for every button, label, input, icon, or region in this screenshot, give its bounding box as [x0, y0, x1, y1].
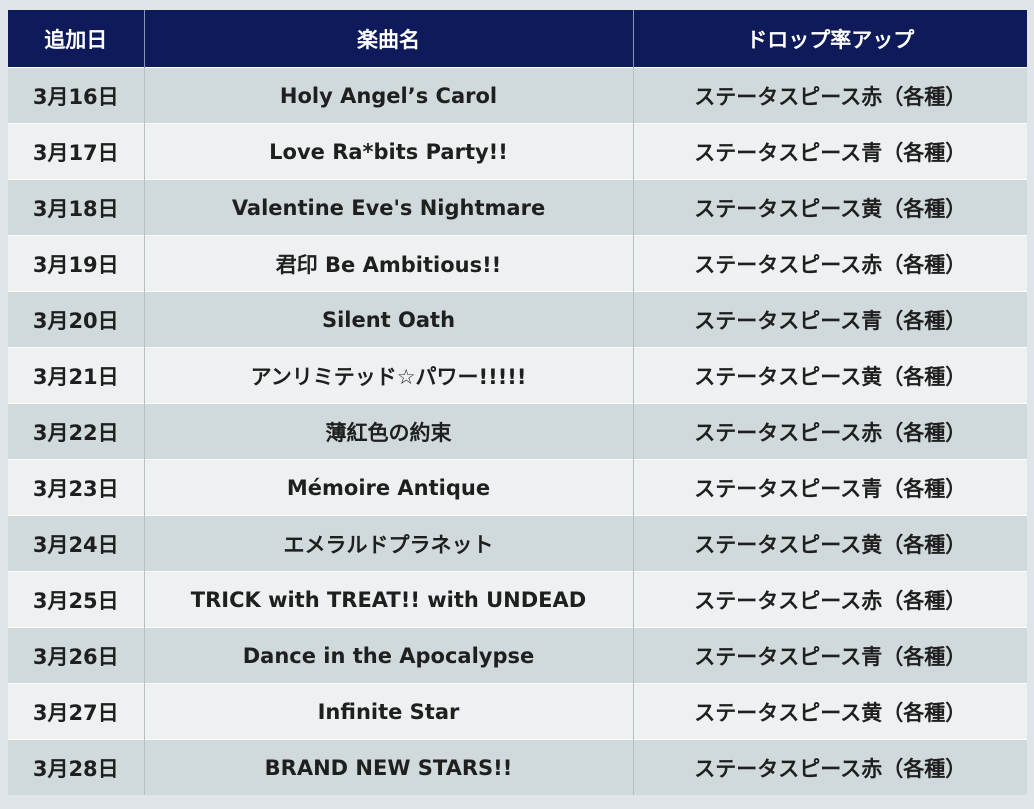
cell-added-date: 3月16日 — [8, 67, 145, 124]
cell-song-name: エメラルドプラネット — [144, 515, 634, 572]
cell-song-name: Holy Angel’s Carol — [144, 67, 634, 124]
table-row: 3月28日 BRAND NEW STARS!! ステータスピース赤（各種） — [8, 739, 1027, 795]
table-row: 3月25日 TRICK with TREAT!! with UNDEAD ステータス… — [8, 571, 1027, 628]
cell-added-date: 3月22日 — [8, 403, 145, 460]
cell-song-name: BRAND NEW STARS!! — [144, 739, 634, 795]
header-song-name: 楽曲名 — [144, 10, 634, 68]
cell-added-date: 3月23日 — [8, 459, 145, 516]
cell-drop-rate-up: ステータスピース黄（各種） — [633, 515, 1027, 572]
cell-drop-rate-up: ステータスピース黄（各種） — [633, 683, 1027, 740]
table-row: 3月16日 Holy Angel’s Carol ステータスピース赤（各種） — [8, 67, 1027, 124]
table-row: 3月17日 Love Ra*bits Party!! ステータスピース青（各種） — [8, 123, 1027, 180]
cell-drop-rate-up: ステータスピース青（各種） — [633, 123, 1027, 180]
table-row: 3月22日 薄紅色の約束 ステータスピース赤（各種） — [8, 403, 1027, 460]
cell-drop-rate-up: ステータスピース黄（各種） — [633, 347, 1027, 404]
table-body: 3月16日 Holy Angel’s Carol ステータスピース赤（各種） 3月17… — [8, 67, 1027, 795]
cell-drop-rate-up: ステータスピース赤（各種） — [633, 235, 1027, 292]
cell-song-name: Love Ra*bits Party!! — [144, 123, 634, 180]
header-added-date: 追加日 — [8, 10, 145, 68]
cell-added-date: 3月28日 — [8, 739, 145, 795]
table-header-row: 追加日 楽曲名 ドロップ率アップ — [8, 10, 1027, 68]
table-row: 3月23日 Mémoire Antique ステータスピース青（各種） — [8, 459, 1027, 516]
cell-drop-rate-up: ステータスピース赤（各種） — [633, 67, 1027, 124]
cell-added-date: 3月21日 — [8, 347, 145, 404]
cell-song-name: Infinite Star — [144, 683, 634, 740]
cell-added-date: 3月20日 — [8, 291, 145, 348]
cell-song-name: TRICK with TREAT!! with UNDEAD — [144, 571, 634, 628]
cell-drop-rate-up: ステータスピース赤（各種） — [633, 571, 1027, 628]
cell-drop-rate-up: ステータスピース赤（各種） — [633, 403, 1027, 460]
cell-song-name: Dance in the Apocalypse — [144, 627, 634, 684]
cell-song-name: 薄紅色の約束 — [144, 403, 634, 460]
header-drop-rate-up: ドロップ率アップ — [633, 10, 1027, 68]
cell-added-date: 3月27日 — [8, 683, 145, 740]
table-row: 3月24日 エメラルドプラネット ステータスピース黄（各種） — [8, 515, 1027, 572]
cell-added-date: 3月19日 — [8, 235, 145, 292]
cell-added-date: 3月24日 — [8, 515, 145, 572]
cell-drop-rate-up: ステータスピース黄（各種） — [633, 179, 1027, 236]
table-row: 3月26日 Dance in the Apocalypse ステータスピース青（各種… — [8, 627, 1027, 684]
table-row: 3月19日 君印 Be Ambitious!! ステータスピース赤（各種） — [8, 235, 1027, 292]
cell-drop-rate-up: ステータスピース青（各種） — [633, 627, 1027, 684]
table-row: 3月27日 Infinite Star ステータスピース黄（各種） — [8, 683, 1027, 740]
cell-added-date: 3月17日 — [8, 123, 145, 180]
cell-added-date: 3月26日 — [8, 627, 145, 684]
table-row: 3月21日 アンリミテッド☆パワー!!!!! ステータスピース黄（各種） — [8, 347, 1027, 404]
cell-song-name: Valentine Eve's Nightmare — [144, 179, 634, 236]
cell-added-date: 3月25日 — [8, 571, 145, 628]
song-drop-table: 追加日 楽曲名 ドロップ率アップ 3月16日 Holy Angel’s Carol… — [8, 10, 1027, 795]
song-drop-table-container: 追加日 楽曲名 ドロップ率アップ 3月16日 Holy Angel’s Carol… — [8, 10, 1027, 795]
cell-song-name: アンリミテッド☆パワー!!!!! — [144, 347, 634, 404]
table-row: 3月18日 Valentine Eve's Nightmare ステータスピース黄（… — [8, 179, 1027, 236]
cell-song-name: 君印 Be Ambitious!! — [144, 235, 634, 292]
table-row: 3月20日 Silent Oath ステータスピース青（各種） — [8, 291, 1027, 348]
cell-song-name: Silent Oath — [144, 291, 634, 348]
cell-song-name: Mémoire Antique — [144, 459, 634, 516]
cell-added-date: 3月18日 — [8, 179, 145, 236]
cell-drop-rate-up: ステータスピース赤（各種） — [633, 739, 1027, 795]
cell-drop-rate-up: ステータスピース青（各種） — [633, 459, 1027, 516]
cell-drop-rate-up: ステータスピース青（各種） — [633, 291, 1027, 348]
